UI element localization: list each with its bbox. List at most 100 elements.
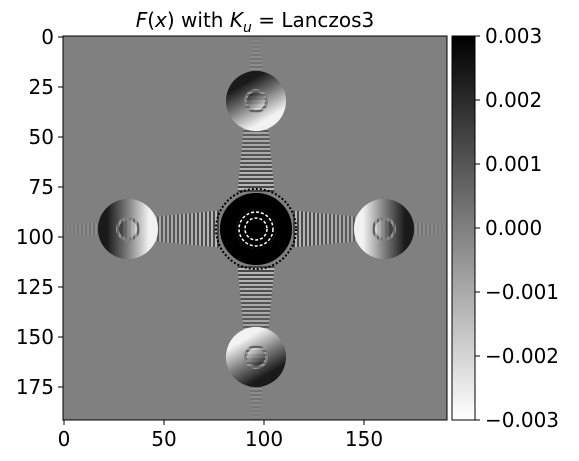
y-tick-label: 75 xyxy=(29,175,54,199)
interference-stripe xyxy=(242,134,270,136)
interference-stripe xyxy=(159,216,161,242)
interference-stripe xyxy=(339,214,341,244)
colorbar: 0.003 0.002 0.001 0.000 −0.001 −0.002 −0.003 xyxy=(451,24,559,432)
title-sub: u xyxy=(243,20,252,36)
interference-stripe xyxy=(209,211,211,247)
interference-stripe xyxy=(240,164,272,166)
interference-stripe xyxy=(323,213,325,245)
interference-stripe xyxy=(241,312,271,314)
heatmap xyxy=(63,36,447,420)
interference-stripe xyxy=(217,210,219,248)
dipole-core xyxy=(246,347,265,366)
interference-stripe xyxy=(185,213,187,245)
interference-stripe xyxy=(241,144,271,146)
interference-stripe xyxy=(240,160,272,162)
dipole-ring xyxy=(98,199,158,259)
interference-stripe xyxy=(238,274,274,276)
interference-stripe xyxy=(239,174,273,176)
interference-stripe xyxy=(195,212,197,246)
interference-stripe xyxy=(251,410,261,412)
interference-stripe xyxy=(238,176,274,178)
interference-stripe xyxy=(251,46,261,48)
colorbar-tick-label: −0.002 xyxy=(485,344,559,368)
interference-stripe xyxy=(441,225,443,234)
interference-stripe xyxy=(250,400,262,402)
interference-stripe xyxy=(251,44,261,46)
interference-stripe xyxy=(242,140,270,142)
interference-stripe xyxy=(245,344,267,346)
interference-stripe xyxy=(205,211,207,247)
interference-stripe xyxy=(247,366,265,368)
interference-stripe xyxy=(439,224,441,234)
interference-stripe xyxy=(251,412,261,414)
interference-stripe xyxy=(203,211,205,247)
x-axis: 0 50 100 150 xyxy=(58,420,383,451)
interference-stripe xyxy=(313,212,315,246)
dipole-core xyxy=(375,220,393,238)
interference-stripe xyxy=(242,318,270,320)
interference-stripe xyxy=(250,406,262,408)
interference-stripe xyxy=(241,310,271,312)
interference-stripe xyxy=(240,162,272,164)
dipole-core xyxy=(119,220,137,238)
interference-stripe xyxy=(373,218,375,240)
interference-stripe xyxy=(241,304,271,306)
interference-stripe xyxy=(243,132,269,134)
interference-stripe xyxy=(237,186,275,188)
colorbar-tick-label: −0.003 xyxy=(485,408,559,432)
interference-stripe xyxy=(252,40,260,42)
interference-stripe xyxy=(243,324,269,326)
interference-stripe xyxy=(65,225,67,233)
interference-stripe xyxy=(345,215,347,243)
interference-stripe xyxy=(69,225,71,234)
interference-stripe xyxy=(237,190,275,192)
interference-stripe xyxy=(240,294,272,296)
interference-stripe xyxy=(319,213,321,245)
interference-stripe xyxy=(241,302,271,304)
dipole-ring xyxy=(225,326,286,387)
interference-stripe xyxy=(415,222,417,236)
dipole-body xyxy=(226,71,286,131)
interference-stripe xyxy=(429,223,431,235)
interference-stripe xyxy=(417,222,419,236)
interference-stripe xyxy=(181,214,183,244)
interference-stripe xyxy=(77,223,79,235)
x-tick-label: 150 xyxy=(345,427,383,451)
interference-stripe xyxy=(419,222,421,236)
colorbar-tick-label: 0.003 xyxy=(485,24,542,48)
y-tick-label: 175 xyxy=(16,375,54,399)
colorbar-gradient xyxy=(451,35,476,421)
interference-stripe xyxy=(299,211,301,247)
interference-stripe xyxy=(239,166,273,168)
interference-stripe xyxy=(241,306,271,308)
interference-stripe xyxy=(249,62,263,64)
interference-stripe xyxy=(239,282,273,284)
interference-stripe xyxy=(117,220,119,238)
dipole-core xyxy=(247,92,265,110)
y-tick-label: 100 xyxy=(16,225,54,249)
plot-frame xyxy=(62,35,448,421)
dipole-ring-band xyxy=(225,326,286,387)
interference-stripe xyxy=(165,215,167,243)
interference-stripe xyxy=(95,222,97,236)
interference-stripe xyxy=(240,158,272,160)
interference-stripe xyxy=(249,64,263,66)
interference-stripe xyxy=(167,215,169,243)
interference-stripe xyxy=(241,308,271,310)
interference-stripe xyxy=(239,284,273,286)
interference-stripe xyxy=(303,211,305,247)
interference-stripe xyxy=(161,215,163,243)
interference-stripe xyxy=(333,214,335,244)
interference-stripe xyxy=(249,392,263,394)
interference-stripe xyxy=(305,211,307,247)
interference-stripe xyxy=(193,212,195,246)
interference-stripe xyxy=(89,222,91,236)
interference-stripe xyxy=(240,292,272,294)
y-axis: 0 25 50 75 100 125 150 175 xyxy=(16,25,63,399)
ring-fringe xyxy=(215,188,297,270)
interference-stripe xyxy=(238,280,274,282)
interference-stripe xyxy=(199,212,201,246)
interference-stripe xyxy=(249,390,263,392)
interference-stripe xyxy=(238,178,274,180)
